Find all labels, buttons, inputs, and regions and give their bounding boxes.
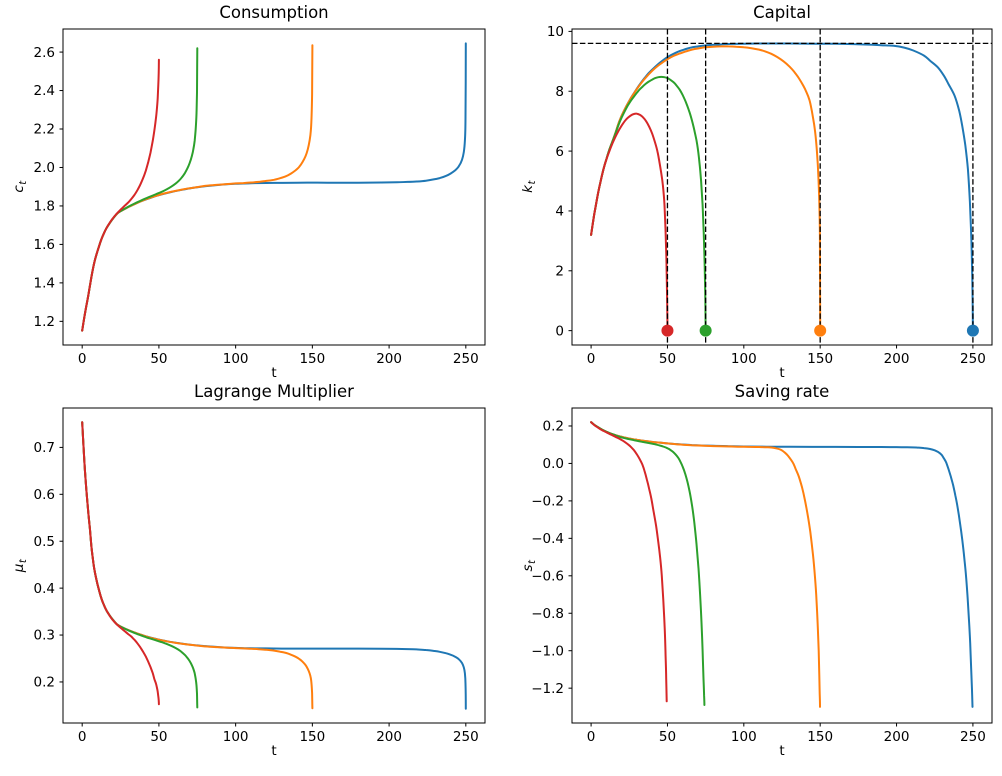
x-tick-label-200: 200 [884, 351, 910, 367]
y-tick-label-1.2: 1.2 [34, 314, 55, 330]
y-tick-label-0.5: 0.5 [34, 534, 55, 550]
terminal-dot-t-150 [814, 324, 827, 337]
plot-area-lagrange-multiplier: 0 50 100 150 200 250 0.2 0.3 0.4 0.5 0.6 0.7 [34, 407, 486, 745]
y-tick-label-0: 0.0 [543, 456, 564, 472]
y-tick-label-1.6: 1.6 [34, 237, 55, 253]
terminal-dot-t-75 [699, 324, 712, 337]
x-tick-label-100: 100 [223, 351, 249, 367]
line-consumption-T=50 [81, 58, 160, 332]
y-tick-label-1.8: 1.8 [34, 199, 55, 215]
x-tick-label-150: 150 [807, 351, 833, 367]
y-tick-label-0.4: 0.4 [34, 581, 55, 597]
line-lagrange-multiplier-T=250 [81, 421, 467, 710]
subplot-lagrange-multiplier: Lagrange Multiplier μt 0 50 100 150 200 250 0.… [0, 383, 501, 776]
y-tick-label-2: 2 [555, 263, 564, 279]
x-tick-label-100: 100 [223, 729, 249, 745]
y-tick-label--0.2: −0.2 [531, 494, 564, 510]
x-tick-label-50: 50 [150, 351, 167, 367]
line-saving-rate-T=150 [590, 421, 821, 708]
y-tick-label-2.4: 2.4 [34, 83, 55, 99]
chart-title-lagrange-multiplier: Lagrange Multiplier [194, 382, 354, 401]
plot-area-capital: 0 50 100 150 200 250 0 2 4 6 8 10 [547, 24, 993, 367]
y-tick-label-2.6: 2.6 [34, 45, 55, 61]
y-tick-label--0.8: −0.8 [531, 606, 564, 622]
x-axis-label-consumption: t [271, 365, 277, 381]
x-tick-label-50: 50 [150, 729, 167, 745]
y-tick-label-0.7: 0.7 [34, 440, 55, 456]
axes-box [571, 407, 993, 724]
x-axis-label-lagrange-multiplier: t [271, 743, 277, 759]
terminal-dot-t-50 [661, 324, 674, 337]
x-axis-label-saving-rate: t [779, 743, 785, 759]
x-tick-label-250: 250 [960, 351, 986, 367]
curves-layer [81, 421, 467, 710]
curves-layer [590, 421, 974, 708]
y-tick-label-2.2: 2.2 [34, 122, 55, 138]
x-tick-label-0: 0 [78, 351, 87, 367]
y-tick-label-0.2: 0.2 [543, 419, 564, 435]
x-tick-label-150: 150 [807, 729, 833, 745]
x-tick-label-50: 50 [659, 729, 676, 745]
axes-box [62, 407, 486, 724]
line-lagrange-multiplier-T=150 [81, 421, 314, 710]
line-saving-rate-T=75 [590, 421, 706, 706]
x-tick-label-200: 200 [376, 729, 402, 745]
axes-box [62, 28, 486, 346]
line-lagrange-multiplier-T=50 [81, 421, 160, 706]
chart-title-capital: Capital [753, 3, 811, 22]
y-tick-label-10: 10 [547, 24, 564, 40]
plot-area-consumption: 0 50 100 150 200 250 1.2 1.4 1.6 1.8 2.0 2.2 2.4 2.6 [34, 28, 486, 367]
line-capital-T=50 [590, 112, 669, 330]
chart-title-saving-rate: Saving rate [734, 382, 830, 401]
x-tick-label-250: 250 [453, 351, 479, 367]
chart-title-consumption: Consumption [219, 3, 329, 22]
y-tick-label-8: 8 [555, 84, 564, 100]
y-tick-label-0: 0 [555, 323, 564, 339]
y-tick-label-6: 6 [555, 144, 564, 160]
terminal-dot-t-250 [966, 324, 979, 337]
x-tick-label-0: 0 [78, 729, 87, 745]
x-axis-label-capital: t [779, 365, 785, 381]
line-capital-T=250 [590, 42, 974, 330]
line-capital-T=75 [590, 75, 707, 330]
axes-box [571, 28, 993, 346]
y-tick-label--0.6: −0.6 [531, 569, 564, 585]
y-tick-label-0.3: 0.3 [34, 628, 55, 644]
line-saving-rate-T=250 [590, 421, 974, 708]
x-tick-label-150: 150 [299, 351, 325, 367]
plot-area-saving-rate: 0 50 100 150 200 250 0.2 0.0 −0.2 −0.4 −0.6 −0.8 −1.… [531, 407, 993, 745]
x-tick-label-250: 250 [453, 729, 479, 745]
x-tick-label-100: 100 [731, 351, 757, 367]
subplot-capital: Capital kt 0 50 100 150 200 250 0 2 4 6 8 10 t [501, 0, 1002, 388]
y-tick-label--1: −1.0 [531, 643, 564, 659]
y-tick-label-2: 2.0 [34, 160, 55, 176]
x-tick-label-0: 0 [587, 351, 596, 367]
x-tick-label-250: 250 [960, 729, 986, 745]
y-tick-label-0.6: 0.6 [34, 487, 55, 503]
y-tick-label-0.2: 0.2 [34, 675, 55, 691]
line-lagrange-multiplier-T=75 [81, 421, 199, 709]
x-tick-label-200: 200 [376, 351, 402, 367]
x-tick-label-50: 50 [659, 351, 676, 367]
y-tick-label--1.2: −1.2 [531, 681, 564, 697]
y-tick-label-1.4: 1.4 [34, 276, 55, 292]
subplot-saving-rate: Saving rate st 0 50 100 150 200 250 0.2 0.0 −0.2… [501, 383, 1002, 776]
curves-layer [590, 42, 974, 330]
x-tick-label-0: 0 [587, 729, 596, 745]
y-tick-label--0.4: −0.4 [531, 531, 564, 547]
x-tick-label-200: 200 [884, 729, 910, 745]
subplot-consumption: Consumption ct 0 50 100 150 200 250 1.2 1.4 1.6 1… [0, 0, 501, 388]
y-tick-label-4: 4 [555, 204, 564, 220]
x-tick-label-100: 100 [731, 729, 757, 745]
line-saving-rate-T=50 [590, 421, 668, 703]
x-tick-label-150: 150 [299, 729, 325, 745]
curves-layer [81, 42, 467, 332]
